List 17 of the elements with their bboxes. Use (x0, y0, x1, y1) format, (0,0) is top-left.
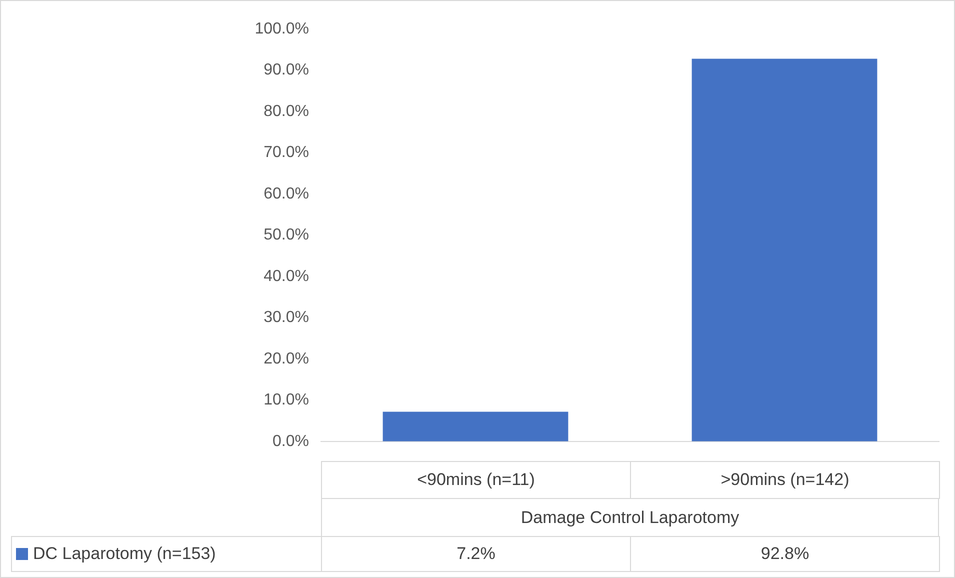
y-tick-label: 30.0% (264, 309, 309, 326)
y-tick-label: 0.0% (272, 432, 309, 450)
y-tick-label: 50.0% (264, 226, 309, 244)
y-tick-label: 80.0% (264, 102, 309, 120)
data-label: 7.2% (321, 536, 631, 572)
y-tick-label: 60.0% (264, 185, 309, 202)
x-tick-label: >90mins (n=142) (630, 461, 940, 499)
y-tick-label: 90.0% (264, 62, 309, 79)
data-label: 92.8% (630, 536, 940, 572)
y-tick-label: 10.0% (264, 392, 309, 409)
y-tick-label: 40.0% (264, 268, 309, 285)
y-tick-label: 70.0% (264, 144, 309, 162)
y-tick-label: 100.0% (254, 20, 309, 38)
y-tick-label: 20.0% (264, 350, 309, 368)
x-tick-label: <90mins (n=11) (321, 461, 631, 499)
x-axis-title: Damage Control Laparotomy (321, 498, 939, 537)
legend-label: DC Laparotomy (n=153) (11, 536, 322, 572)
